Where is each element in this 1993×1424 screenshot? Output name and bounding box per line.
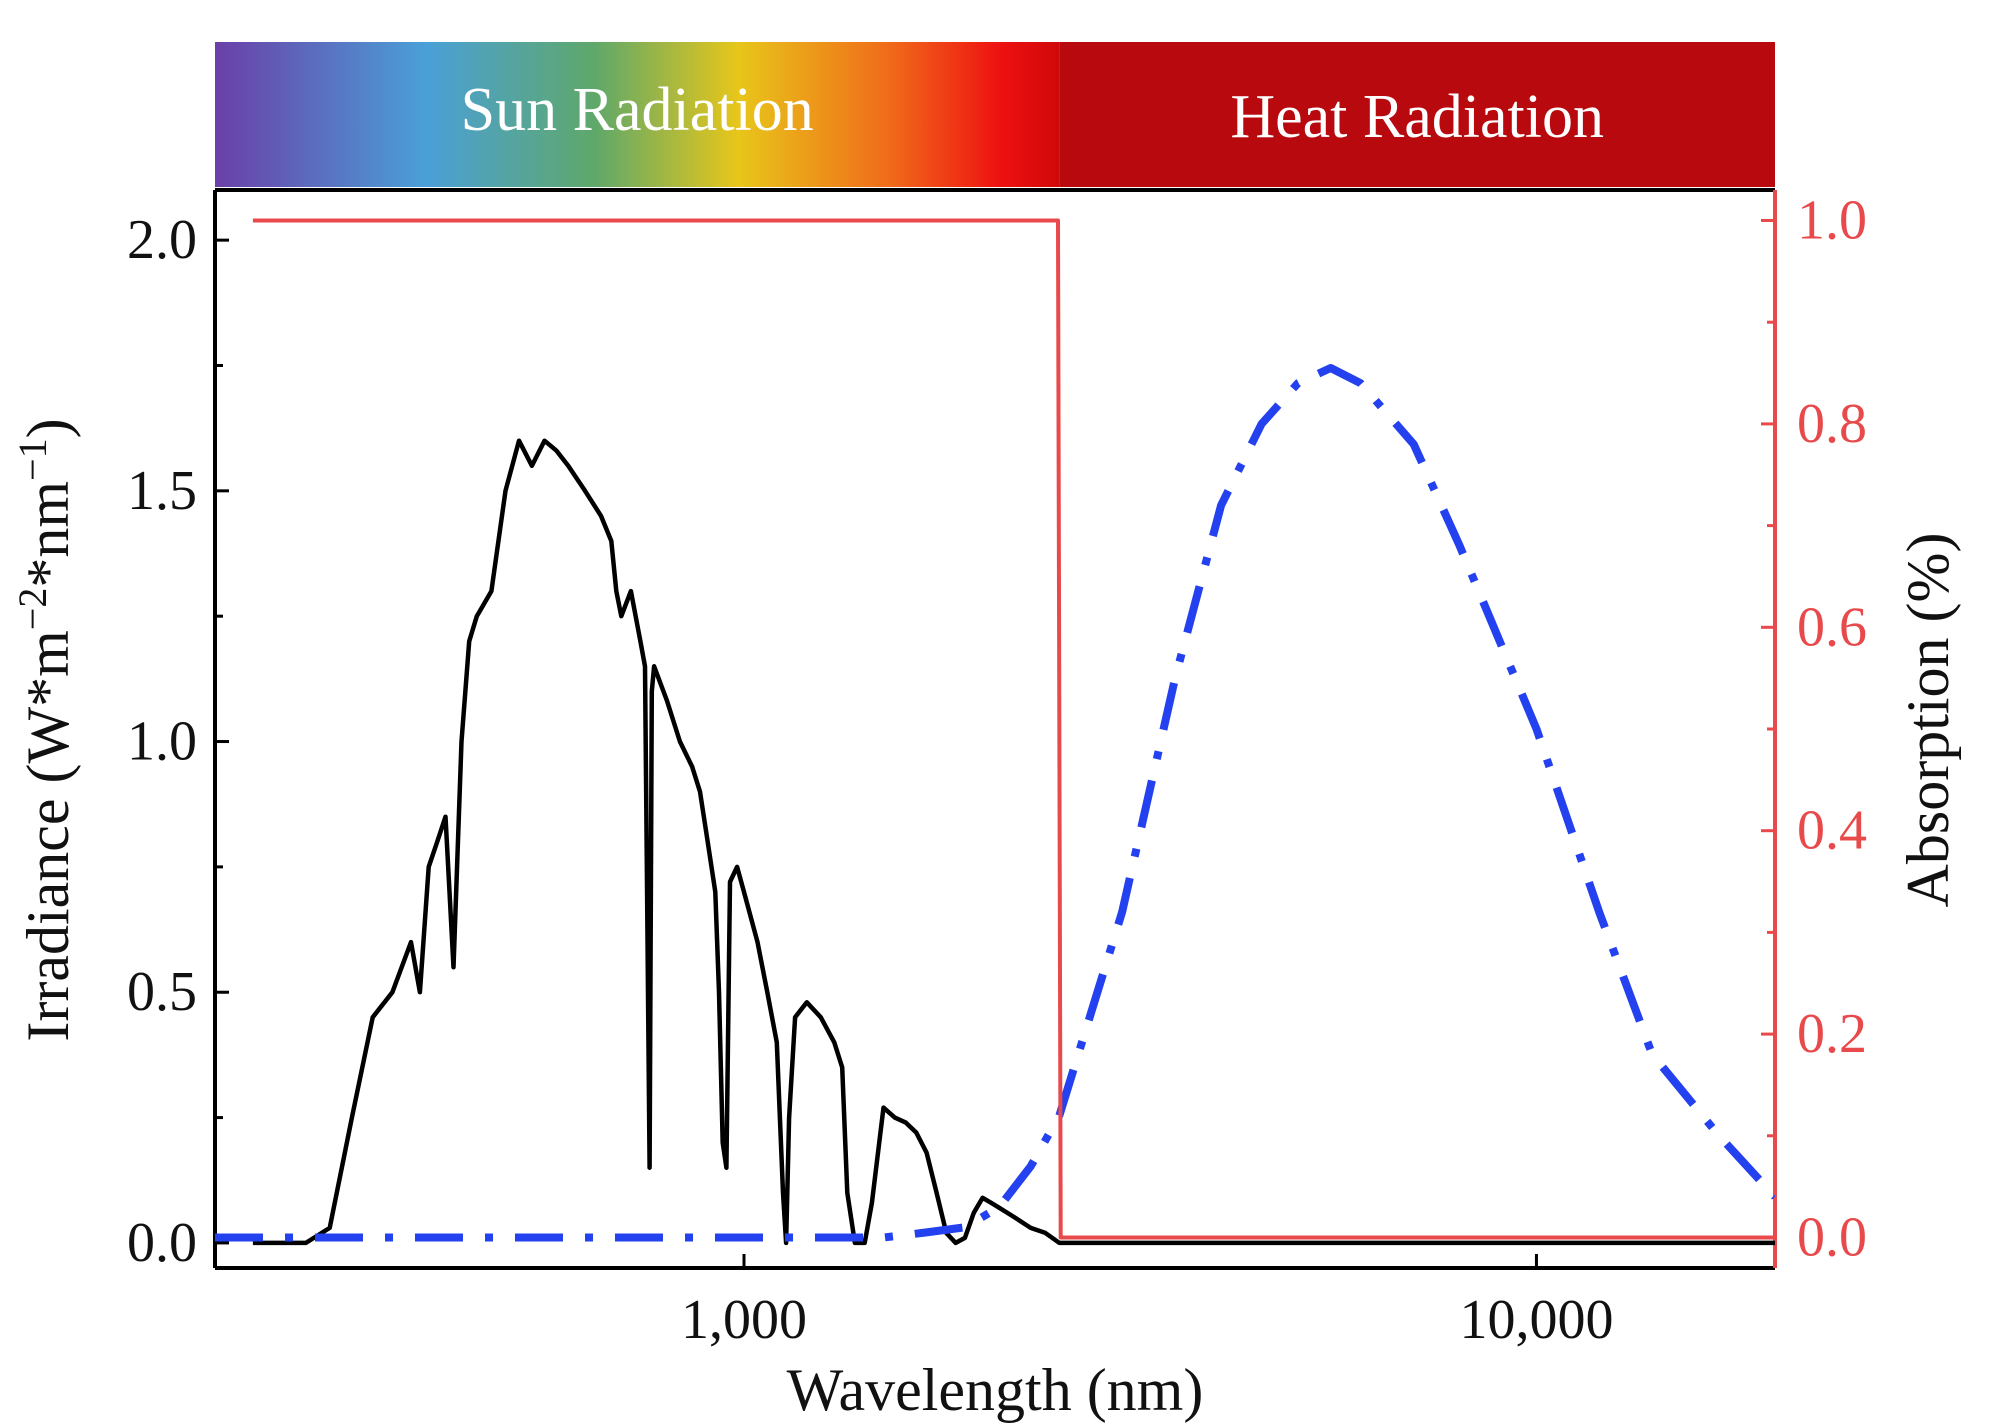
right-tick-label: 0.6 (1797, 596, 1867, 658)
right-axis-ticks: 0.0 0.2 0.4 0.6 0.8 1.0 (1761, 190, 1867, 1268)
band-heat-radiation (1059, 42, 1775, 187)
x-axis-title: Wavelength (nm) (787, 1357, 1204, 1423)
right-tick-label: 1.0 (1797, 190, 1867, 252)
left-tick-label: 0.5 (127, 961, 197, 1023)
bottom-axis-ticks: 1,000 10,000 (681, 1254, 1613, 1351)
y-right-axis-title: Absorption (%) (1895, 533, 1961, 908)
right-tick-label: 0.8 (1797, 393, 1867, 455)
left-axis-ticks: 0.0 0.5 1.0 1.5 2.0 (127, 209, 229, 1274)
right-tick-label: 0.2 (1797, 1003, 1867, 1065)
y-left-axis-title: Irradiance (W*m−2*nm−1) (10, 418, 81, 1041)
bottom-tick-label: 1,000 (681, 1289, 807, 1351)
right-tick-label: 0.4 (1797, 800, 1867, 862)
left-tick-label: 1.5 (127, 460, 197, 522)
series-blackbody-heat-radiation (215, 364, 1775, 1242)
band-heat-label: Heat Radiation (1230, 83, 1604, 151)
band-sun-radiation (215, 42, 1060, 187)
series-solar-irradiance (252, 438, 1775, 1246)
left-tick-label: 0.0 (127, 1212, 197, 1274)
right-tick-label: 0.0 (1797, 1206, 1867, 1268)
left-tick-label: 2.0 (127, 209, 197, 271)
bottom-tick-label: 10,000 (1459, 1289, 1613, 1351)
series-absorption (252, 218, 1775, 1240)
left-tick-label: 1.0 (127, 711, 197, 773)
series-layer (215, 218, 1775, 1246)
band-sun-label: Sun Radiation (461, 76, 814, 144)
